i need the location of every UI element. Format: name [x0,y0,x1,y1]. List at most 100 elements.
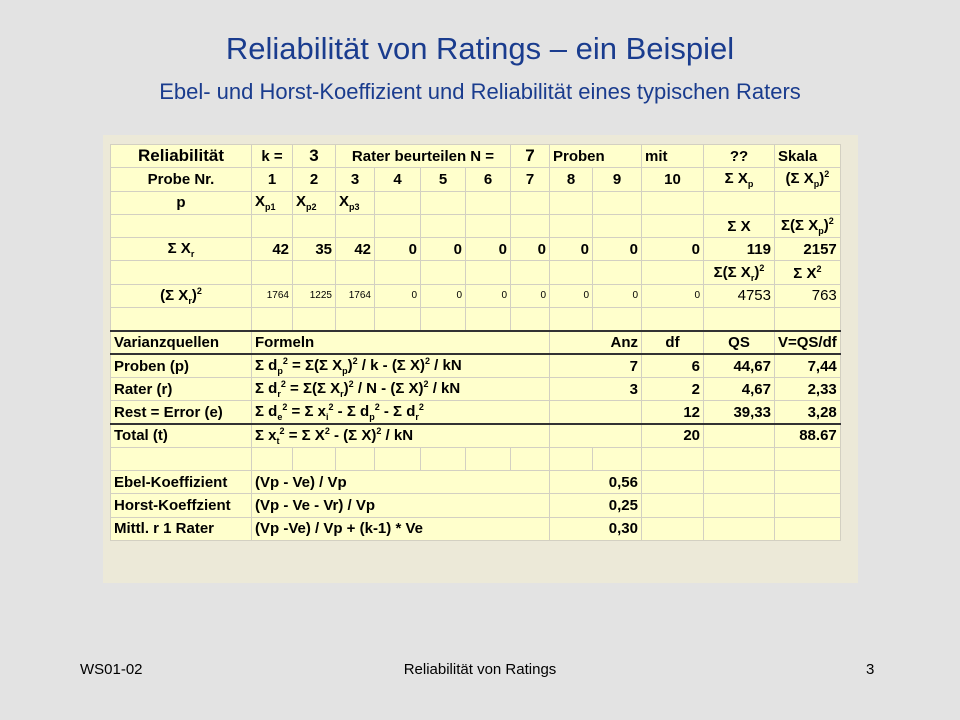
cell-df-e: 12 [641,400,704,425]
cell-qs: QS [703,329,775,355]
cell-df: df [641,329,704,355]
cell-sq-val-3: 1764 [335,283,375,309]
cell-total-t: Total (t) [110,423,252,448]
cell-v: V=QS/df [774,329,841,355]
cell-col-7: 7 [510,167,550,192]
cell-sum-val-9: 0 [592,237,642,262]
cell-k-label: k = [251,143,293,169]
cell-sum-val-4: 0 [374,237,421,262]
cell-formeln: Formeln [251,329,550,355]
cell-qq: ?? [703,143,775,169]
cell-sq-val-5: 0 [420,283,466,309]
cell-horst-formula: (Vp - Ve - Vr) / Vp [251,493,550,518]
cell-col-6: 6 [465,167,511,192]
cell-qs-e: 39,33 [703,400,775,425]
cell-proben-p: Proben (p) [110,353,252,378]
cell-sum-val-5: 0 [420,237,466,262]
slide-subtitle: Ebel- und Horst-Koeffizient und Reliabil… [159,79,801,104]
cell-sq-total-2: 763 [774,283,841,309]
cell-ebel-value: 0,56 [549,470,642,495]
cell-sq-val-7: 0 [510,283,550,309]
cell-anz: Anz [549,329,642,355]
slide-title: Reliabilität von Ratings – ein Beispiel [225,31,735,66]
table-row: Horst-Koeffzient (Vp - Ve - Vr) / Vp 0,2… [110,493,841,518]
cell-formula-p: Σ dp2 = Σ(Σ Xp)2 / k - (Σ X)2 / kN [251,353,550,378]
cell-rest-error: Rest = Error (e) [110,400,252,425]
cell-rater-label: Rater beurteilen N = [335,143,511,169]
cell-formula-e: Σ de2 = Σ xi2 - Σ dp2 - Σ dr2 [251,400,550,425]
cell-ebel-formula: (Vp - Ve) / Vp [251,470,550,495]
table-row: Varianzquellen Formeln Anz df QS V=QS/df [110,329,841,355]
table-row: Rater (r) Σ dr2 = Σ(Σ Xr)2 / N - (Σ X)2 … [110,376,841,402]
cell-k-value: 3 [292,143,336,169]
table-row: Proben (p) Σ dp2 = Σ(Σ Xp)2 / k - (Σ X)2… [110,353,841,378]
footer-center: Reliabilität von Ratings [403,661,557,678]
cell-col-9: 9 [592,167,642,192]
cell-sq-val-2: 1225 [292,283,336,309]
cell-v-t: 88.67 [774,423,841,448]
cell-col-10: 10 [641,167,704,192]
cell-qs-r: 4,67 [703,376,775,402]
table-row: Rest = Error (e) Σ de2 = Σ xi2 - Σ dp2 -… [110,400,841,425]
cell-sum-xr-sq-label: Σ(Σ Xr)2 [703,260,775,285]
cell-df-r: 2 [641,376,704,402]
cell-df-p: 6 [641,353,704,378]
cell-sq-val-10: 0 [641,283,704,309]
cell-anz-r: 3 [549,376,642,402]
cell-sum-sq: Σ(Σ Xp)2 [774,213,841,239]
cell-sum-val-8: 0 [549,237,593,262]
cell-mittl-formula: (Vp -Ve) / Vp + (k-1) * Ve [251,516,550,542]
table-row: Probe Nr. 1 2 3 4 5 6 7 8 9 10 Σ Xp (Σ X… [110,167,841,192]
cell-v-e: 3,28 [774,400,841,425]
cell-xp3: Xp3 [335,190,375,215]
cell-sum-x: Σ X [703,213,775,239]
cell-sum-val-2: 35 [292,237,336,262]
cell-probe-nr: Probe Nr. [110,167,252,192]
table-row: Σ Xr 42 35 42 0 0 0 0 0 0 0 119 2157 [110,237,841,262]
table-row: (Σ Xr)2 1764 1225 1764 0 0 0 0 0 0 0 475… [110,283,841,309]
cell-mit: mit [641,143,704,169]
reliability-table: Reliabilität k = 3 Rater beurteilen N = … [110,143,841,542]
cell-p: p [110,190,252,215]
cell-sq-val-4: 0 [374,283,421,309]
cell-ebel: Ebel-Koeffizient [110,470,252,495]
cell-df-t: 20 [641,423,704,448]
cell-horst-value: 0,25 [549,493,642,518]
cell-formula-t: Σ xt2 = Σ X2 - (Σ X)2 / kN [251,423,550,448]
cell-formula-r: Σ dr2 = Σ(Σ Xr)2 / N - (Σ X)2 / kN [251,376,550,402]
cell-sq-xr: (Σ Xr)2 [110,283,252,309]
cell-sum-xr: Σ Xr [110,237,252,262]
table-row: Total (t) Σ xt2 = Σ X2 - (Σ X)2 / kN 20 … [110,423,841,448]
cell-qs-p: 44,67 [703,353,775,378]
cell-col-3: 3 [335,167,375,192]
cell-sum-val-6: 0 [465,237,511,262]
cell-sum-val-7: 0 [510,237,550,262]
cell-sq-val-6: 0 [465,283,511,309]
cell-sq-val-1: 1764 [251,283,293,309]
table-row: Σ(Σ Xr)2 Σ X2 [110,260,841,285]
cell-sum-val-10: 0 [641,237,704,262]
table-row: p Xp1 Xp2 Xp3 [110,190,841,215]
cell-sum-val-1: 42 [251,237,293,262]
cell-col-1: 1 [251,167,293,192]
cell-total-x: 119 [703,237,775,262]
cell-total-sq: 2157 [774,237,841,262]
cell-sum-x2-label: Σ X2 [774,260,841,285]
cell-sq-val-8: 0 [549,283,593,309]
cell-rater-r: Rater (r) [110,376,252,402]
cell-col-8: 8 [549,167,593,192]
cell-xp2: Xp2 [292,190,336,215]
cell-varianzquellen: Varianzquellen [110,329,252,355]
cell-anz-p: 7 [549,353,642,378]
cell-col-5: 5 [420,167,466,192]
cell-sq-val-9: 0 [592,283,642,309]
cell-v-r: 2,33 [774,376,841,402]
spreadsheet-image: Reliabilität k = 3 Rater beurteilen N = … [103,135,858,583]
cell-col-4: 4 [374,167,421,192]
footer-left: WS01-02 [80,661,143,678]
footer-page-number: 3 [866,661,875,678]
cell-reliabilitaet: Reliabilität [110,143,252,169]
cell-skala: Skala [774,143,841,169]
cell-proben: Proben [549,143,642,169]
cell-sq-total-1: 4753 [703,283,775,309]
